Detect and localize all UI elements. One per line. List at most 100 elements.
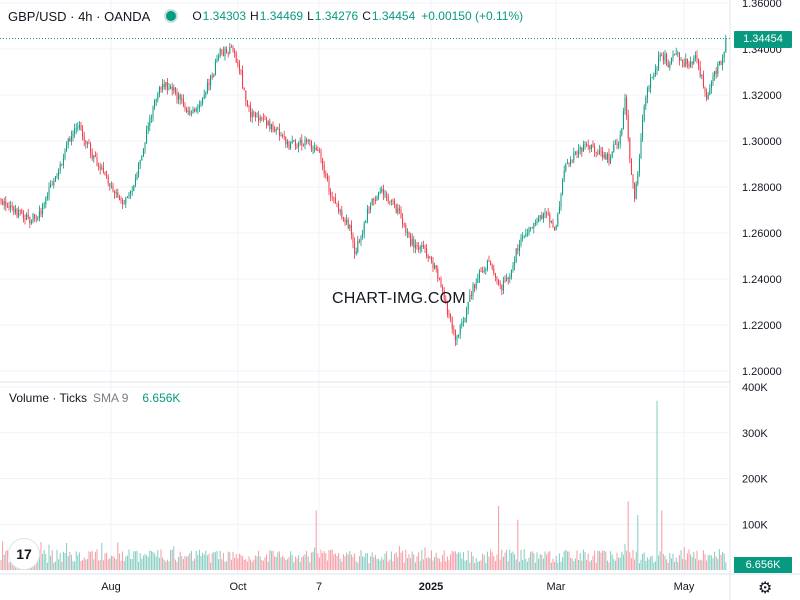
candle-body xyxy=(152,107,154,118)
candle-body xyxy=(378,192,380,197)
candle-body xyxy=(282,135,284,137)
candle-body xyxy=(366,209,368,221)
volume-bar xyxy=(45,553,47,570)
candle-body xyxy=(525,234,527,237)
candle-body xyxy=(422,245,424,248)
volume-bar xyxy=(642,554,644,570)
volume-layer xyxy=(0,400,727,570)
candle-body xyxy=(82,129,84,137)
volume-bar xyxy=(539,554,541,570)
candle-body xyxy=(115,192,117,194)
candle-body xyxy=(315,147,317,151)
candle-body xyxy=(461,322,463,326)
volume-bar xyxy=(541,554,543,570)
volume-bar xyxy=(104,553,106,570)
volume-bar xyxy=(429,558,431,570)
volume-bar xyxy=(477,561,479,570)
candle-body xyxy=(512,265,514,270)
candle-body xyxy=(210,75,212,86)
volume-bar xyxy=(618,557,620,570)
candle-body xyxy=(621,128,623,136)
candle-body xyxy=(213,74,215,78)
volume-bar xyxy=(72,561,74,570)
candle-body xyxy=(323,164,325,174)
candle-body xyxy=(662,55,664,61)
candle-body xyxy=(718,61,720,65)
volume-bar xyxy=(243,559,245,570)
candle-body xyxy=(304,139,306,146)
volume-bar xyxy=(194,558,196,570)
candle-body xyxy=(3,201,5,205)
volume-bar xyxy=(453,551,455,570)
candle-body xyxy=(392,200,394,202)
volume-bar xyxy=(565,549,567,570)
volume-bar xyxy=(291,554,293,570)
volume-bar xyxy=(3,554,5,570)
volume-bar xyxy=(307,556,309,570)
tradingview-logo[interactable]: 17 xyxy=(8,538,40,570)
candle-body xyxy=(582,144,584,152)
candle-body xyxy=(157,93,159,100)
candle-body xyxy=(125,197,127,204)
volume-bar xyxy=(99,559,101,570)
volume-bar xyxy=(74,561,76,570)
volume-bar xyxy=(208,554,210,570)
candle-body xyxy=(349,224,351,229)
candle-body xyxy=(454,330,456,341)
volume-bar xyxy=(264,557,266,570)
volume-label[interactable]: Volume · Ticks xyxy=(9,391,88,405)
symbol-legend[interactable]: GBP/USD · 4h · OANDA O 1.34303 H 1.34469 L… xyxy=(8,7,523,25)
candle-body xyxy=(706,92,708,99)
volume-bar xyxy=(402,550,404,570)
candle-body xyxy=(122,199,124,204)
volume-bar xyxy=(270,551,272,570)
volume-bar xyxy=(678,555,680,570)
candle-body xyxy=(443,291,445,300)
volume-bar xyxy=(445,561,447,570)
candle-body xyxy=(259,117,261,121)
candle-body xyxy=(534,223,536,224)
volume-bar xyxy=(355,561,357,570)
volume-bar xyxy=(326,560,328,570)
volume-bar xyxy=(198,549,200,570)
candle-body xyxy=(54,176,56,182)
volume-bar xyxy=(8,562,10,570)
volume-bar xyxy=(686,553,688,570)
volume-bar xyxy=(634,559,636,570)
volume-bar xyxy=(158,557,160,570)
volume-bar xyxy=(173,546,175,570)
candle-body xyxy=(682,59,684,63)
candle-body xyxy=(90,143,92,154)
volume-bar xyxy=(554,562,556,570)
candle-body xyxy=(539,215,541,219)
volume-bar xyxy=(712,558,714,570)
candle-body xyxy=(109,183,111,187)
candle-body xyxy=(382,188,384,195)
candle-body xyxy=(357,240,359,252)
candle-body xyxy=(696,55,698,60)
volume-bar xyxy=(475,558,477,570)
volume-bar xyxy=(701,560,703,570)
candle-body xyxy=(421,245,423,247)
volume-bar xyxy=(549,551,551,570)
volume-bar xyxy=(254,555,256,570)
candle-body xyxy=(659,54,661,57)
symbol-title[interactable]: GBP/USD · 4h · OANDA xyxy=(8,8,151,24)
price-axis: 1.360001.340001.320001.300001.280001.260… xyxy=(742,0,782,378)
volume-bar xyxy=(626,550,628,570)
volume-bar xyxy=(446,556,448,570)
candle-body xyxy=(566,162,568,164)
volume-bar xyxy=(274,556,276,570)
volume-bar xyxy=(269,550,271,570)
candle-body xyxy=(570,159,572,165)
volume-bar xyxy=(512,551,514,570)
candle-body xyxy=(605,154,607,160)
settings-gear-icon[interactable]: ⚙ xyxy=(758,580,773,597)
volume-value: 6.656K xyxy=(142,391,181,405)
candle-body xyxy=(642,119,644,138)
volume-bar xyxy=(408,554,410,570)
volume-legend[interactable]: Volume · Ticks SMA 9 6.656K xyxy=(9,391,180,405)
candle-body xyxy=(435,265,437,269)
